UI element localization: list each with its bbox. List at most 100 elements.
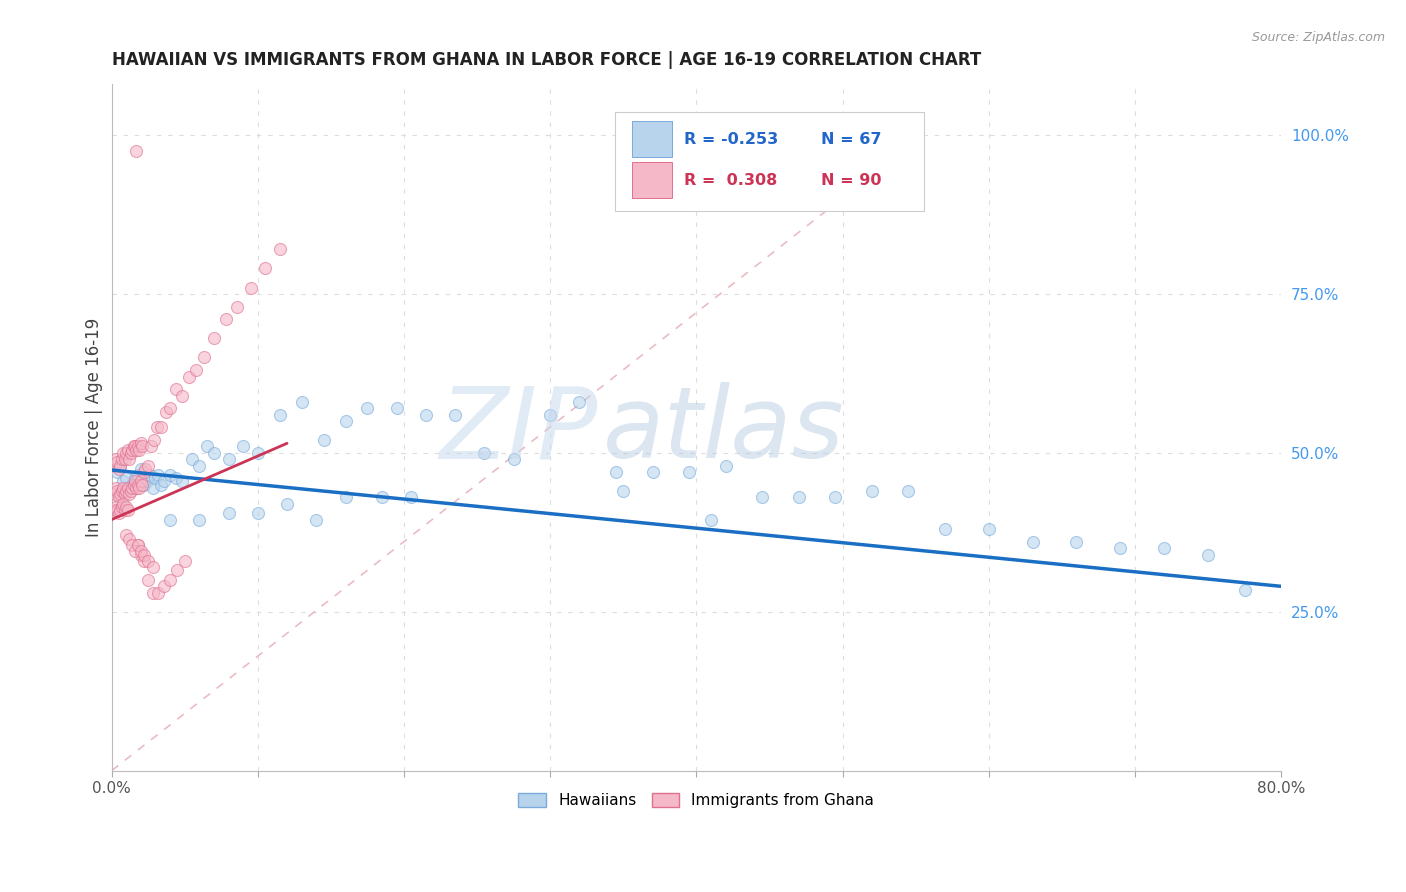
Point xyxy=(218,506,240,520)
Point xyxy=(118,452,141,467)
Point xyxy=(538,408,561,422)
Point xyxy=(143,433,166,447)
Point xyxy=(134,461,156,475)
Point xyxy=(136,573,159,587)
Point xyxy=(115,483,138,498)
Point xyxy=(112,446,135,460)
Text: HAWAIIAN VS IMMIGRANTS FROM GHANA IN LABOR FORCE | AGE 16-19 CORRELATION CHART: HAWAIIAN VS IMMIGRANTS FROM GHANA IN LAB… xyxy=(111,51,981,69)
Point xyxy=(897,483,920,498)
Point xyxy=(193,351,215,365)
Point xyxy=(977,522,1000,536)
Point xyxy=(159,468,181,483)
Point xyxy=(107,465,129,479)
Point xyxy=(127,538,149,552)
Point xyxy=(110,458,132,473)
Point xyxy=(148,468,170,483)
Point xyxy=(751,491,773,505)
Text: atlas: atlas xyxy=(603,383,845,479)
Point xyxy=(276,497,298,511)
Point xyxy=(117,481,139,495)
Point xyxy=(136,554,159,568)
Point xyxy=(356,401,378,416)
Point xyxy=(118,481,141,495)
Point xyxy=(226,300,249,314)
Point xyxy=(335,491,357,505)
Point xyxy=(127,477,149,491)
Point xyxy=(291,395,314,409)
Point xyxy=(129,544,152,558)
Point xyxy=(170,389,193,403)
Point xyxy=(159,512,181,526)
Legend: Hawaiians, Immigrants from Ghana: Hawaiians, Immigrants from Ghana xyxy=(512,788,880,814)
Point xyxy=(120,446,142,460)
Point xyxy=(105,481,128,495)
Text: R = -0.253: R = -0.253 xyxy=(683,131,778,146)
Point xyxy=(860,483,883,498)
Point xyxy=(159,573,181,587)
Point xyxy=(121,481,143,495)
Point xyxy=(115,471,138,485)
Text: N = 67: N = 67 xyxy=(821,131,882,146)
Point xyxy=(112,497,135,511)
Point xyxy=(1233,582,1256,597)
Point xyxy=(269,243,291,257)
Point xyxy=(114,452,136,467)
Point xyxy=(1153,541,1175,556)
Point xyxy=(111,452,134,467)
Point xyxy=(142,585,165,599)
Point xyxy=(1197,548,1219,562)
Point xyxy=(218,452,240,467)
Point xyxy=(112,475,135,489)
Point xyxy=(127,468,149,483)
Point xyxy=(401,491,423,505)
Point xyxy=(124,544,146,558)
Point xyxy=(934,522,956,536)
Point xyxy=(108,491,131,505)
Point xyxy=(246,446,269,460)
Point xyxy=(132,465,155,479)
Point xyxy=(114,503,136,517)
Point xyxy=(120,483,142,498)
Point xyxy=(105,452,128,467)
Point xyxy=(312,433,335,447)
Point xyxy=(145,471,167,485)
Point xyxy=(202,331,225,345)
Point xyxy=(153,579,176,593)
Point xyxy=(202,446,225,460)
Point xyxy=(118,532,141,546)
Point xyxy=(246,506,269,520)
Point xyxy=(132,554,155,568)
Point xyxy=(605,465,627,479)
Point xyxy=(107,483,129,498)
Point xyxy=(124,471,146,485)
Point xyxy=(186,363,208,377)
Point xyxy=(150,477,173,491)
Point xyxy=(170,475,193,489)
Point xyxy=(155,404,177,418)
Point xyxy=(146,420,169,434)
Point xyxy=(125,442,148,457)
Point xyxy=(188,458,211,473)
Point xyxy=(124,440,146,454)
Point xyxy=(129,436,152,450)
Point xyxy=(132,477,155,491)
Point xyxy=(128,481,150,495)
Point xyxy=(153,475,176,489)
Point xyxy=(787,491,810,505)
Point xyxy=(150,420,173,434)
Point xyxy=(117,442,139,457)
Point xyxy=(239,280,262,294)
Point xyxy=(111,500,134,514)
FancyBboxPatch shape xyxy=(633,121,672,157)
Point xyxy=(122,477,145,491)
Point xyxy=(129,548,152,562)
Point xyxy=(128,442,150,457)
Point xyxy=(165,471,187,485)
Point xyxy=(125,144,148,158)
Point xyxy=(135,475,157,489)
Point xyxy=(127,440,149,454)
Text: N = 90: N = 90 xyxy=(821,173,882,187)
Point xyxy=(110,458,132,473)
FancyBboxPatch shape xyxy=(633,162,672,198)
Point xyxy=(1021,534,1043,549)
